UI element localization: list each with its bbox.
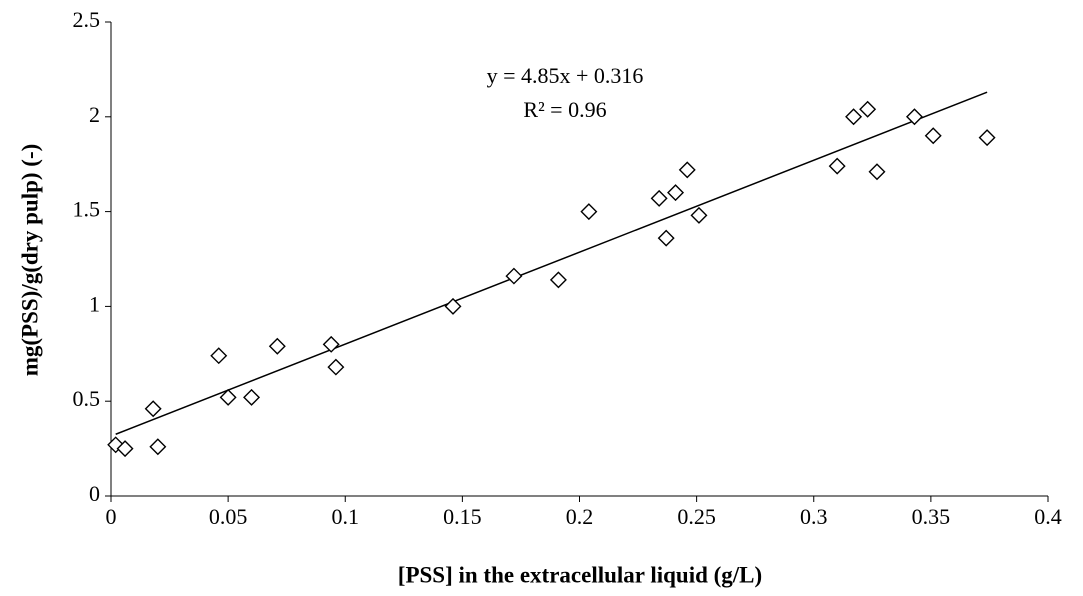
data-point [650, 189, 668, 207]
y-tick-label: 1.5 [73, 197, 101, 222]
data-point [905, 108, 923, 126]
y-axis-title: mg(PSS)/g(dry pulp) (-) [17, 144, 42, 377]
x-tick-label: 0.15 [443, 504, 482, 529]
y-tick-label: 0.5 [73, 386, 101, 411]
x-tick-label: 0.1 [332, 504, 360, 529]
y-tick-label: 0 [89, 481, 100, 506]
data-point [144, 400, 162, 418]
y-tick-label: 2.5 [73, 7, 101, 32]
data-point [219, 388, 237, 406]
x-axis-title: [PSS] in the extracellular liquid (g/L) [398, 562, 762, 587]
data-point [924, 127, 942, 145]
data-point [116, 440, 134, 458]
data-point [243, 388, 261, 406]
data-point [690, 206, 708, 224]
x-tick-label: 0.35 [912, 504, 951, 529]
data-point [667, 184, 685, 202]
trendline [115, 91, 988, 435]
data-point [149, 438, 167, 456]
x-tick-label: 0 [106, 504, 117, 529]
x-tick-label: 0.2 [566, 504, 594, 529]
y-tick-label: 2 [89, 102, 100, 127]
data-point [505, 267, 523, 285]
data-point [657, 229, 675, 247]
data-point [828, 157, 846, 175]
y-tick-label: 1 [89, 291, 100, 316]
data-point [678, 161, 696, 179]
data-point [978, 129, 996, 147]
data-point [210, 347, 228, 365]
data-point [327, 358, 345, 376]
data-point [322, 335, 340, 353]
trendline-r2: R² = 0.96 [523, 97, 606, 122]
x-tick-label: 0.4 [1034, 504, 1062, 529]
x-tick-label: 0.25 [677, 504, 716, 529]
data-point [868, 163, 886, 181]
x-tick-label: 0.05 [209, 504, 248, 529]
x-tick-label: 0.3 [800, 504, 828, 529]
data-point [859, 100, 877, 118]
trendline-equation: y = 4.85x + 0.316 [487, 63, 644, 88]
data-point [845, 108, 863, 126]
data-point [549, 271, 567, 289]
data-point [268, 337, 286, 355]
data-point [580, 203, 598, 221]
data-point [444, 297, 462, 315]
